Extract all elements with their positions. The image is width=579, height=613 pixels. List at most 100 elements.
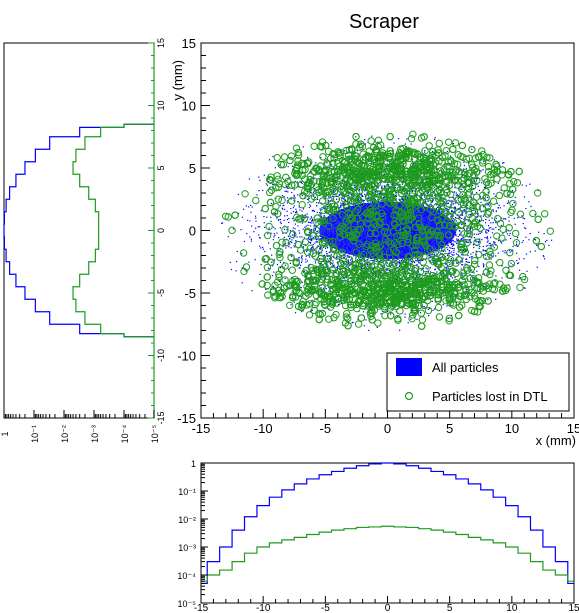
- all-particles-point: [299, 236, 301, 238]
- all-particles-point: [264, 250, 266, 253]
- all-particles-point: [293, 245, 295, 247]
- all-particles-point: [431, 201, 433, 203]
- all-particles-point: [391, 305, 393, 308]
- all-particles-point: [331, 198, 333, 200]
- all-particles-point: [454, 187, 456, 189]
- all-particles-point: [344, 203, 346, 205]
- all-particles-point: [302, 228, 304, 230]
- all-particles-point: [442, 200, 444, 203]
- all-particles-point: [476, 233, 478, 235]
- all-particles-point: [313, 248, 315, 250]
- all-particles-point: [324, 263, 327, 265]
- all-particles-point: [314, 242, 316, 244]
- all-particles-point: [411, 265, 413, 267]
- all-particles-point: [320, 246, 322, 249]
- all-particles-point: [386, 200, 388, 202]
- all-particles-point: [435, 207, 437, 210]
- all-particles-point: [366, 192, 368, 194]
- all-particles-point: [311, 220, 313, 222]
- all-particles-point: [438, 268, 440, 270]
- all-particles-point: [429, 253, 431, 255]
- all-particles-point: [508, 249, 510, 251]
- all-particles-point: [471, 184, 474, 187]
- all-particles-point: [326, 253, 328, 255]
- all-particles-point: [419, 275, 421, 277]
- all-particles-point: [453, 247, 455, 250]
- all-particles-point: [296, 236, 298, 238]
- all-particles-point: [254, 259, 256, 261]
- all-particles-point: [317, 253, 320, 255]
- all-particles-point: [259, 237, 261, 239]
- all-particles-point: [401, 198, 403, 200]
- all-particles-point: [522, 240, 524, 242]
- all-particles-point: [482, 245, 484, 248]
- all-particles-point: [446, 305, 448, 307]
- all-particles-point: [497, 182, 499, 185]
- all-particles-point: [274, 234, 276, 237]
- all-particles-point: [295, 210, 298, 212]
- all-particles-point: [476, 183, 478, 185]
- all-particles-point: [376, 186, 378, 188]
- all-particles-point: [342, 203, 345, 205]
- all-particles-point: [479, 238, 481, 240]
- all-particles-point: [361, 266, 363, 268]
- all-particles-point: [484, 237, 486, 239]
- all-particles-point: [381, 266, 383, 268]
- all-particles-point: [427, 192, 430, 194]
- all-particles-point: [279, 255, 281, 257]
- all-particles-point: [386, 269, 388, 271]
- all-particles-point: [246, 232, 248, 235]
- all-particles-point: [311, 219, 314, 222]
- all-particles-point: [436, 206, 439, 208]
- all-particles-point: [264, 258, 266, 260]
- all-particles-point: [451, 243, 453, 245]
- all-particles-point: [437, 210, 440, 212]
- all-particles-point: [302, 250, 304, 252]
- all-particles-point: [389, 262, 391, 264]
- all-particles-point: [516, 243, 518, 245]
- all-particles-point: [426, 268, 428, 270]
- all-particles-point: [443, 201, 445, 203]
- all-particles-point: [394, 187, 396, 189]
- all-particles-point: [291, 239, 293, 241]
- all-particles-point: [334, 210, 336, 212]
- all-particles-point: [323, 205, 325, 207]
- all-particles-point: [512, 264, 514, 266]
- all-particles-point: [487, 299, 489, 301]
- all-particles-point: [323, 198, 325, 200]
- all-particles-point: [452, 239, 454, 242]
- all-particles-point: [354, 281, 356, 283]
- all-particles-point: [449, 246, 451, 249]
- all-particles-point: [278, 237, 280, 239]
- all-particles-point: [534, 250, 536, 252]
- all-particles-point: [372, 260, 374, 262]
- all-particles-point: [279, 218, 282, 221]
- all-particles-point: [442, 198, 444, 200]
- all-particles-point: [250, 240, 253, 242]
- all-particles-point: [450, 211, 453, 213]
- all-particles-point: [277, 219, 279, 221]
- all-particles-point: [502, 239, 504, 241]
- all-particles-point: [442, 276, 445, 279]
- all-particles-point: [450, 243, 452, 246]
- all-particles-point: [491, 232, 494, 234]
- all-particles-point: [235, 270, 237, 272]
- all-particles-point: [310, 248, 312, 250]
- all-particles-point: [323, 287, 325, 289]
- all-particles-point: [431, 300, 433, 302]
- all-particles-point: [287, 226, 289, 228]
- all-particles-point: [309, 222, 311, 224]
- all-particles-point: [319, 258, 321, 260]
- all-particles-point: [330, 271, 332, 273]
- all-particles-point: [378, 269, 380, 271]
- all-particles-point: [516, 262, 519, 265]
- all-particles-point: [349, 264, 351, 267]
- all-particles-point: [320, 214, 322, 216]
- all-particles-point: [444, 250, 446, 252]
- all-particles-point: [543, 258, 546, 260]
- all-particles-point: [426, 205, 428, 207]
- all-particles-point: [305, 225, 307, 227]
- all-particles-point: [384, 185, 386, 188]
- all-particles-point: [356, 150, 358, 152]
- all-particles-point: [287, 165, 289, 168]
